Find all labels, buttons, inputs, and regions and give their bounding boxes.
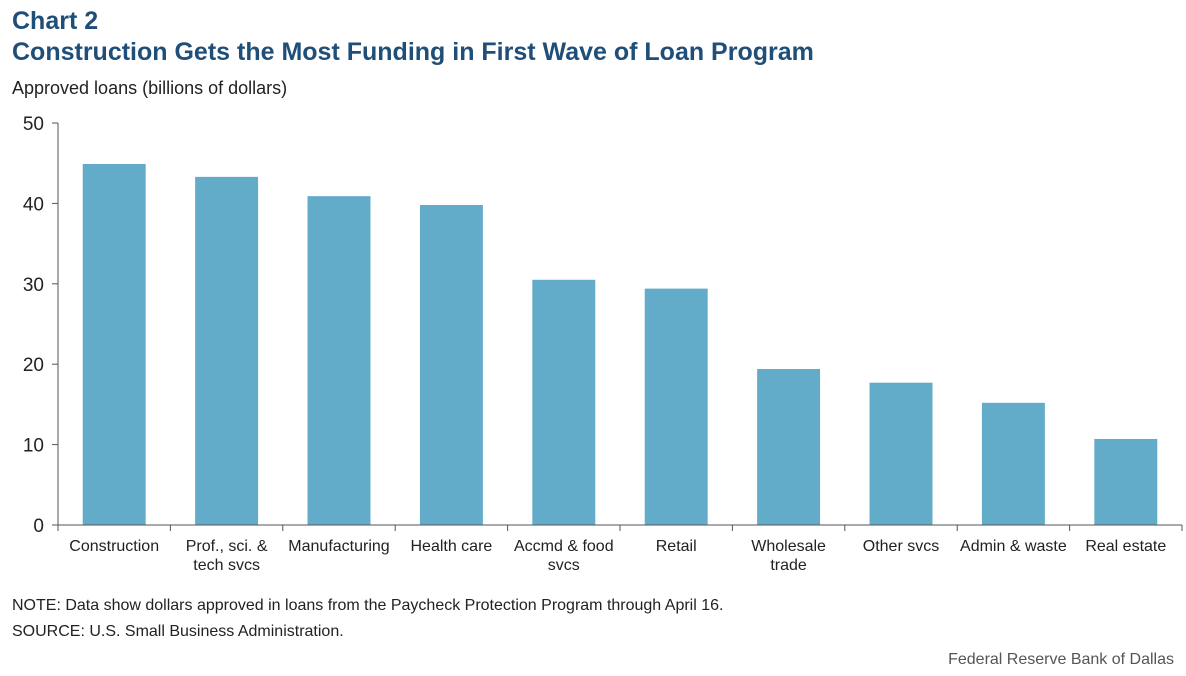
x-tick-label: Construction — [69, 538, 159, 555]
bar — [195, 176, 259, 526]
x-tick-label-line: Prof., sci. & — [186, 538, 268, 555]
x-tick-label-line: Other svcs — [863, 538, 939, 555]
bar — [82, 164, 146, 525]
y-tick-label: 10 — [23, 436, 44, 457]
x-tick-label-line: Retail — [656, 538, 697, 555]
x-tick-label: Wholesale trade — [751, 538, 826, 574]
y-tick-label: 0 — [33, 516, 44, 537]
bar-chart: 0 10 20 30 40 50 Construction Prof., sci. & tech… — [23, 114, 1183, 574]
chart-title: Construction Gets the Most Funding in Fi… — [12, 38, 814, 66]
x-tick-label: Accmd & food svcs — [514, 538, 614, 574]
chart-note: NOTE: Data show dollars approved in loan… — [12, 597, 724, 614]
x-tick-label: Retail — [656, 538, 697, 555]
bar — [1094, 438, 1158, 525]
x-tick-label: Real estate — [1085, 538, 1166, 555]
x-tick-label-line: Manufacturing — [288, 538, 389, 555]
chart-source: SOURCE: U.S. Small Business Administrati… — [12, 623, 344, 640]
x-tick-label-line: svcs — [548, 557, 580, 574]
x-tick-label-line: tech svcs — [193, 557, 260, 574]
x-tick-label-line: Wholesale — [751, 538, 826, 555]
bar — [644, 288, 708, 525]
bar — [757, 369, 821, 525]
x-tick-label: Health care — [410, 538, 492, 555]
x-tick-label-line: Construction — [69, 538, 159, 555]
x-tick-label: Other svcs — [863, 538, 939, 555]
bar — [419, 205, 483, 525]
chart-credit: Federal Reserve Bank of Dallas — [948, 651, 1174, 668]
x-tick-label-line: Health care — [410, 538, 492, 555]
bar — [869, 382, 933, 525]
y-tick-label: 30 — [23, 275, 44, 296]
chart-number: Chart 2 — [12, 7, 99, 35]
x-tick-label: Manufacturing — [288, 538, 389, 555]
bar — [532, 279, 596, 525]
bar — [981, 402, 1045, 525]
x-tick-label: Admin & waste — [960, 538, 1067, 555]
y-tick-label: 50 — [23, 114, 44, 135]
y-tick-label: 40 — [23, 194, 44, 215]
y-tick-label: 20 — [23, 355, 44, 376]
y-axis-label: Approved loans (billions of dollars) — [12, 78, 288, 98]
x-tick-label: Prof., sci. & tech svcs — [186, 538, 268, 574]
x-tick-label-line: Real estate — [1085, 538, 1166, 555]
bar — [307, 196, 371, 525]
x-tick-label-line: trade — [770, 557, 807, 574]
x-tick-label-line: Accmd & food — [514, 538, 614, 555]
x-tick-label-line: Admin & waste — [960, 538, 1067, 555]
